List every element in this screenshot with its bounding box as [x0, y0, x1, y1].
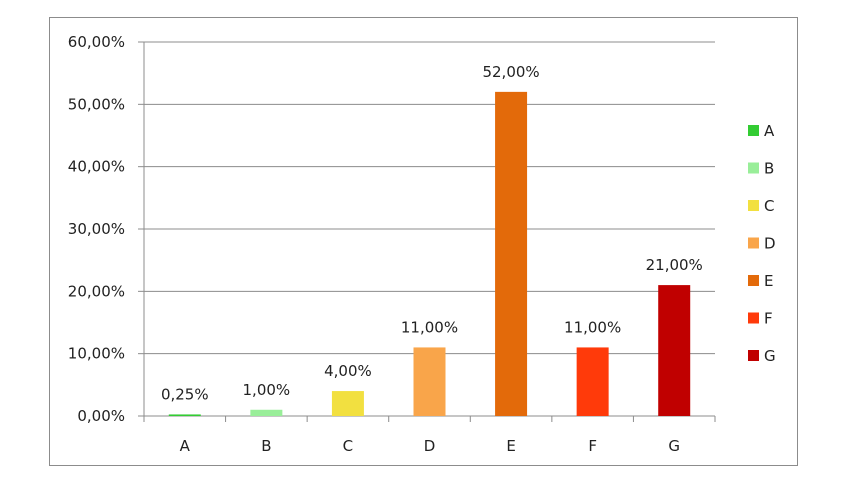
category-label-c: C	[343, 437, 353, 455]
legend-swatch-g	[748, 350, 759, 361]
y-tick-label: 20,00%	[68, 282, 125, 300]
legend-label-c: C	[764, 197, 774, 215]
y-tick-label: 0,00%	[77, 407, 125, 425]
bar-e	[495, 91, 528, 416]
legend-swatch-b	[748, 162, 759, 174]
bar-b	[250, 409, 283, 416]
bar-d	[413, 347, 446, 416]
data-label-c: 4,00%	[324, 362, 372, 380]
data-label-d: 11,00%	[401, 318, 458, 336]
legend-label-e: E	[764, 272, 773, 290]
legend-label-a: A	[764, 122, 775, 140]
data-label-e: 52,00%	[482, 63, 539, 81]
y-tick-label: 30,00%	[68, 220, 125, 238]
y-tick-label: 50,00%	[68, 95, 125, 113]
legend-label-f: F	[764, 310, 773, 328]
bar-c	[331, 391, 364, 416]
legend-swatch-f	[748, 312, 759, 324]
bar-a	[168, 414, 201, 416]
y-tick-label: 60,00%	[68, 33, 125, 51]
y-tick-label: 10,00%	[68, 345, 125, 363]
data-label-a: 0,25%	[161, 385, 209, 403]
legend-label-d: D	[764, 235, 776, 253]
legend-label-b: B	[764, 160, 774, 178]
category-label-a: A	[180, 437, 191, 455]
category-label-f: F	[588, 437, 597, 455]
category-label-e: E	[506, 437, 515, 455]
category-label-b: B	[261, 437, 271, 455]
category-label-g: G	[668, 437, 680, 455]
legend-swatch-a	[748, 125, 759, 136]
data-label-b: 1,00%	[243, 381, 291, 399]
legend-swatch-d	[748, 237, 759, 249]
data-label-g: 21,00%	[646, 256, 703, 274]
bar-f	[576, 347, 609, 416]
legend-label-g: G	[764, 347, 776, 365]
y-tick-label: 40,00%	[68, 158, 125, 176]
category-label-d: D	[424, 437, 436, 455]
legend-swatch-c	[748, 200, 759, 211]
legend-swatch-e	[748, 275, 759, 286]
data-label-f: 11,00%	[564, 318, 621, 336]
bar-g	[658, 285, 691, 416]
